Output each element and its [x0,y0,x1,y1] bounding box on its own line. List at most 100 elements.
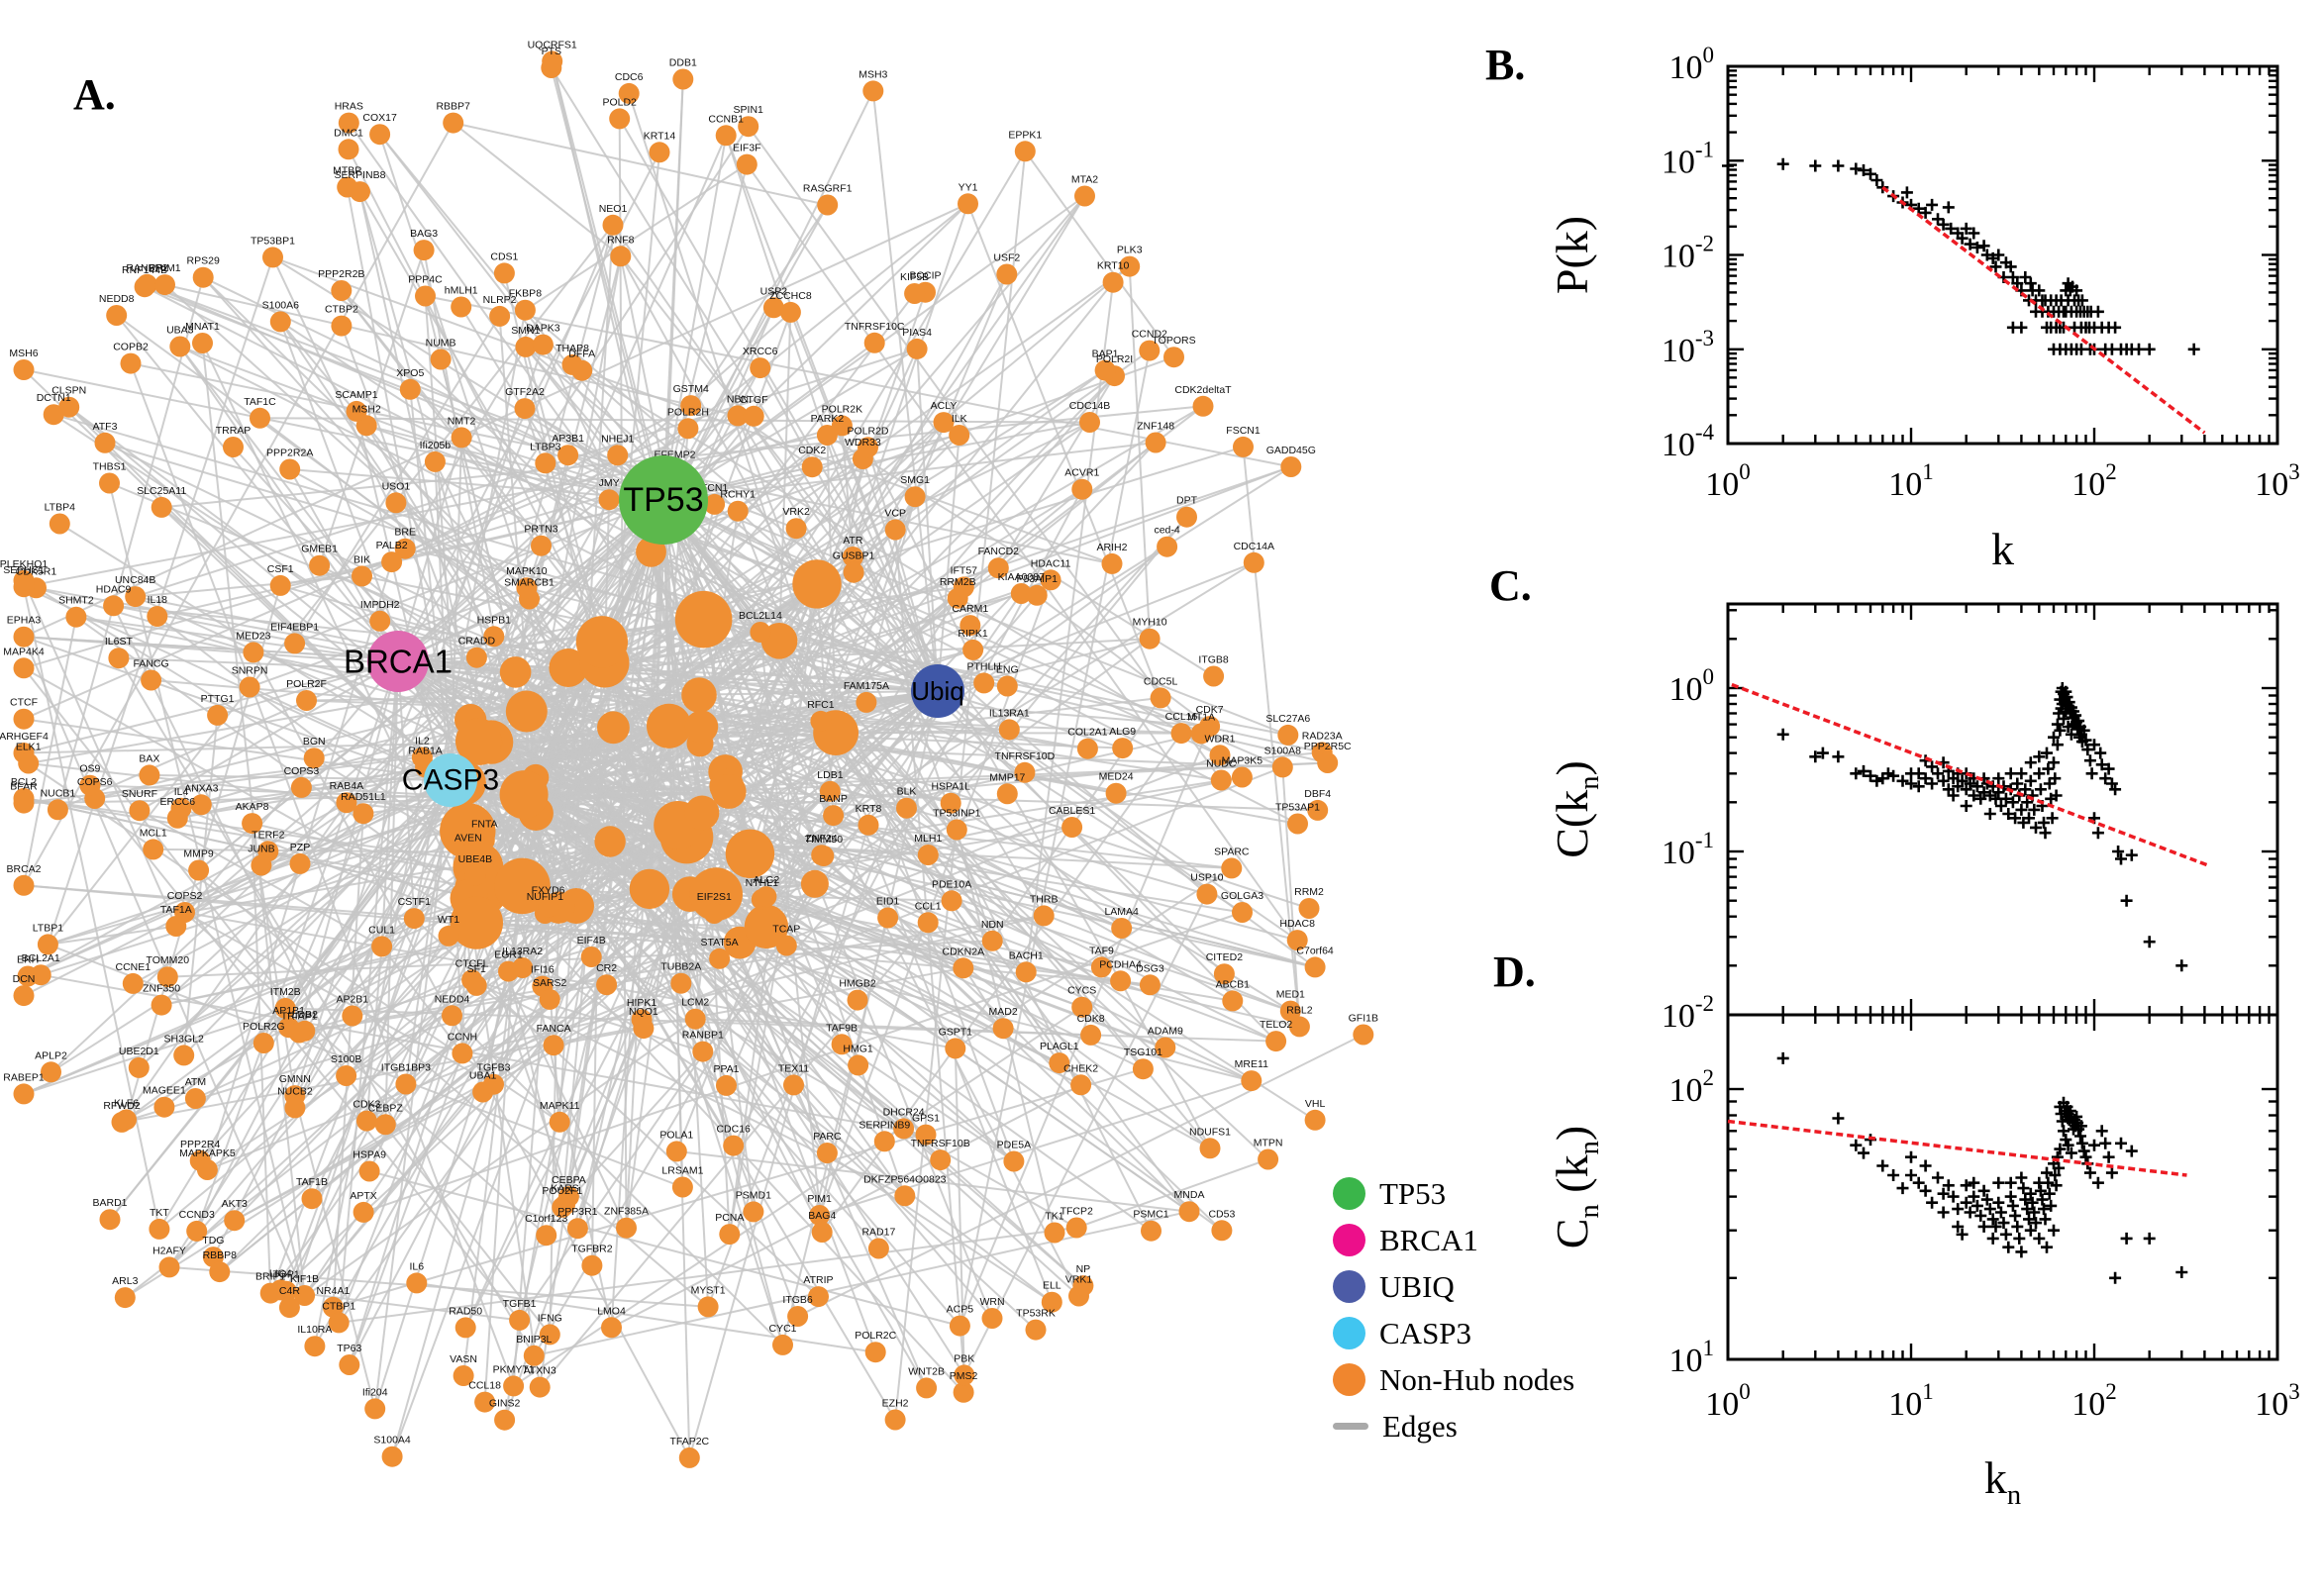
network-edge [285,1290,520,1322]
network-node [170,797,192,819]
network-node-label: UBA1 [469,1070,497,1082]
network-node-label: USP10 [1190,872,1223,884]
network-edge [279,321,452,781]
network-node-label: C4R [279,1285,300,1297]
network-node [1231,766,1253,788]
network-node [542,50,563,72]
network-node [415,285,436,307]
panel-label-d: D. [1493,948,1536,996]
network-node-label: IL6ST [105,636,134,648]
panel-label-c: C. [1489,561,1532,610]
network-node [381,551,403,573]
network-node [394,538,416,559]
network-node [1014,761,1036,783]
network-node [1071,996,1093,1018]
network-node-label: TNFRSF10D [995,750,1056,762]
network-edge [725,135,939,692]
network-node-label: CDC14B [1069,400,1110,412]
network-edge [184,911,494,1086]
network-node [108,648,130,669]
network-node [304,1336,326,1357]
network-node-label: HDAC9 [96,583,132,595]
network-node-label: PTTG1 [201,693,235,705]
network-node [949,425,970,446]
network-node-label: SNRPN [232,665,268,677]
network-node-label: SF1 [467,963,486,975]
network-node [1192,395,1214,417]
network-node [916,1377,938,1399]
x-axis-title: kn [1984,1452,2021,1511]
network-node-label: PPP2R5C [1304,741,1352,752]
tspan: 2 [1703,1065,1715,1090]
panel-label-b: B. [1485,41,1526,89]
network-node-label: TCAP [772,924,800,936]
core-node [725,829,775,878]
network-node-label: ATXN3 [524,1365,556,1377]
network-edge [524,309,1208,895]
network-node-label: COPS3 [284,765,320,777]
tspan: 1 [1922,459,1934,484]
network-node-label: CLSPN [51,385,86,397]
network-node-label: PCNA [715,1212,744,1224]
network-node-label: CABLES1 [1049,805,1095,817]
network-node [190,794,212,816]
network-node-label: BIK [354,553,370,565]
network-edge [409,389,452,781]
network-node-label: MSH3 [858,68,887,80]
network-edge [27,781,465,977]
network-node [243,642,264,663]
network-node [958,193,978,215]
network-node [873,1131,895,1152]
network-edge [662,499,1082,1086]
network-node [47,799,68,821]
tspan: 10 [1888,466,1922,503]
network-node [801,456,823,478]
network-node [250,407,270,429]
network-node [738,116,759,138]
network-node [543,1035,564,1056]
hub-node-ubiq [911,664,964,718]
network-node [430,349,452,370]
network-node-label: PARC [813,1131,842,1143]
network-node-label: VASN [450,1353,477,1365]
network-node-label: NQO1 [629,1006,658,1018]
network-node-label: RIPK1 [958,628,988,640]
plot-frame [1726,602,2279,1017]
tspan: 1 [1703,1336,1715,1360]
network-node-label: TGFBR2 [571,1244,613,1255]
network-node-label: KIAA0087 [998,571,1045,583]
core-node [744,904,789,949]
network-node-label: SLC27A6 [1265,713,1310,725]
network-node [715,125,737,147]
tspan: 0 [1739,459,1751,484]
network-edge [811,434,960,468]
network-node-label: DDB1 [669,57,697,69]
network-node-label: DBF4 [1304,788,1331,800]
x-tick-label: 100 [1705,1379,1751,1423]
network-node-label: ced-4 [1154,525,1179,537]
network-node [1277,724,1299,746]
network-node [817,194,839,216]
network-node [858,437,878,458]
network-node [917,912,939,934]
y-tick-label: 100 [1669,43,1715,86]
network-node-label: CDC14A [1234,541,1274,552]
network-node [1155,1037,1176,1058]
network-node [671,1176,693,1198]
network-edge [662,163,749,501]
network-node [454,1317,476,1339]
network-edge [294,499,664,645]
network-node [336,1065,357,1086]
network-node-label: CDK8 [1077,1013,1105,1025]
network-node [1072,1275,1094,1297]
network-edge [318,249,426,566]
network-node [207,704,229,726]
network-node [677,418,699,440]
network-node [843,561,864,583]
network-node-label: PPA1 [713,1063,739,1075]
y-tick-label: 100 [1669,664,1715,708]
network-node [381,1446,403,1467]
network-node-label: PSMD1 [736,1189,771,1201]
network-node [147,606,168,627]
